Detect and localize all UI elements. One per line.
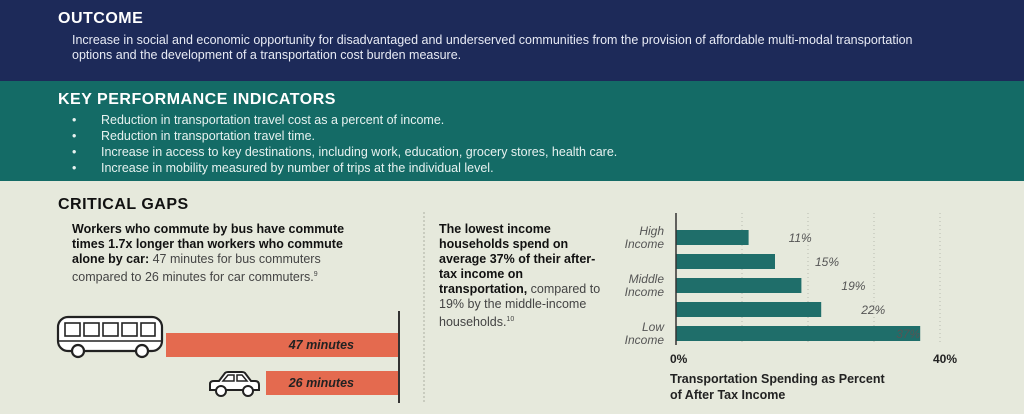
bullet-icon: • xyxy=(72,129,77,143)
income-text: The lowest income households spend on av… xyxy=(439,222,601,330)
kpi-title: KEY PERFORMANCE INDICATORS xyxy=(58,91,336,108)
car-icon xyxy=(209,371,260,397)
category-label-low-2: Income xyxy=(625,333,665,347)
category-label-high-1: High xyxy=(639,224,664,238)
list-item: • Increase in access to key destinations,… xyxy=(72,145,618,159)
x-tick-label-min: 0% xyxy=(670,352,688,366)
data-label: 37% xyxy=(896,327,920,341)
footnote-marker: 10 xyxy=(506,316,515,323)
bus-bar-label: 47 minutes xyxy=(288,338,354,352)
chart-bar xyxy=(676,326,921,341)
category-label-middle-2: Income xyxy=(625,285,665,299)
footnote-marker: 9 xyxy=(313,271,318,278)
bus-bar xyxy=(166,333,398,357)
data-label: 15% xyxy=(815,255,839,269)
data-label: 22% xyxy=(860,303,885,317)
car-bar xyxy=(266,371,398,395)
bullet-icon: • xyxy=(72,145,77,159)
x-axis-label-line1: Transportation Spending as Percent xyxy=(670,372,885,386)
car-bar-label: 26 minutes xyxy=(288,376,354,390)
kpi-list: • Reduction in transportation travel cost… xyxy=(72,112,617,176)
income-spending-chart: 37% 22% 19%15%11% High Income Middle Incom… xyxy=(625,213,957,402)
list-item: • Increase in mobility measured by number… xyxy=(72,161,494,175)
data-label: 11% xyxy=(789,231,812,245)
category-label-low-1: Low xyxy=(642,320,665,334)
bus-icon xyxy=(56,315,164,359)
x-axis-label-line2: of After Tax Income xyxy=(670,388,785,402)
outcome-section: OUTCOME Increase in social and economic … xyxy=(0,0,1024,81)
x-tick-label-max: 40% xyxy=(933,352,957,366)
chart-bar xyxy=(676,278,802,293)
kpi-section: KEY PERFORMANCE INDICATORS • Reduction in… xyxy=(0,81,1024,181)
commute-text: Workers who commute by bus have commute … xyxy=(72,222,345,285)
category-label-middle-1: Middle xyxy=(629,272,665,286)
bullet-icon: • xyxy=(72,161,77,175)
outcome-title: OUTCOME xyxy=(58,10,144,27)
chart-bar xyxy=(676,302,822,317)
category-label-high-2: Income xyxy=(625,237,665,251)
bullet-icon: • xyxy=(72,113,77,127)
chart-bar xyxy=(676,230,749,245)
outcome-text: Increase in social and economic opportun… xyxy=(72,33,913,62)
list-item: • Reduction in transportation travel cost… xyxy=(72,113,445,127)
section-divider xyxy=(423,212,425,402)
list-item: • Reduction in transportation travel time… xyxy=(72,129,315,143)
commute-axis-line xyxy=(398,311,400,403)
data-label: 19% xyxy=(841,279,865,293)
chart-bar xyxy=(676,254,775,269)
critical-gaps-title: CRITICAL GAPS xyxy=(58,196,189,213)
